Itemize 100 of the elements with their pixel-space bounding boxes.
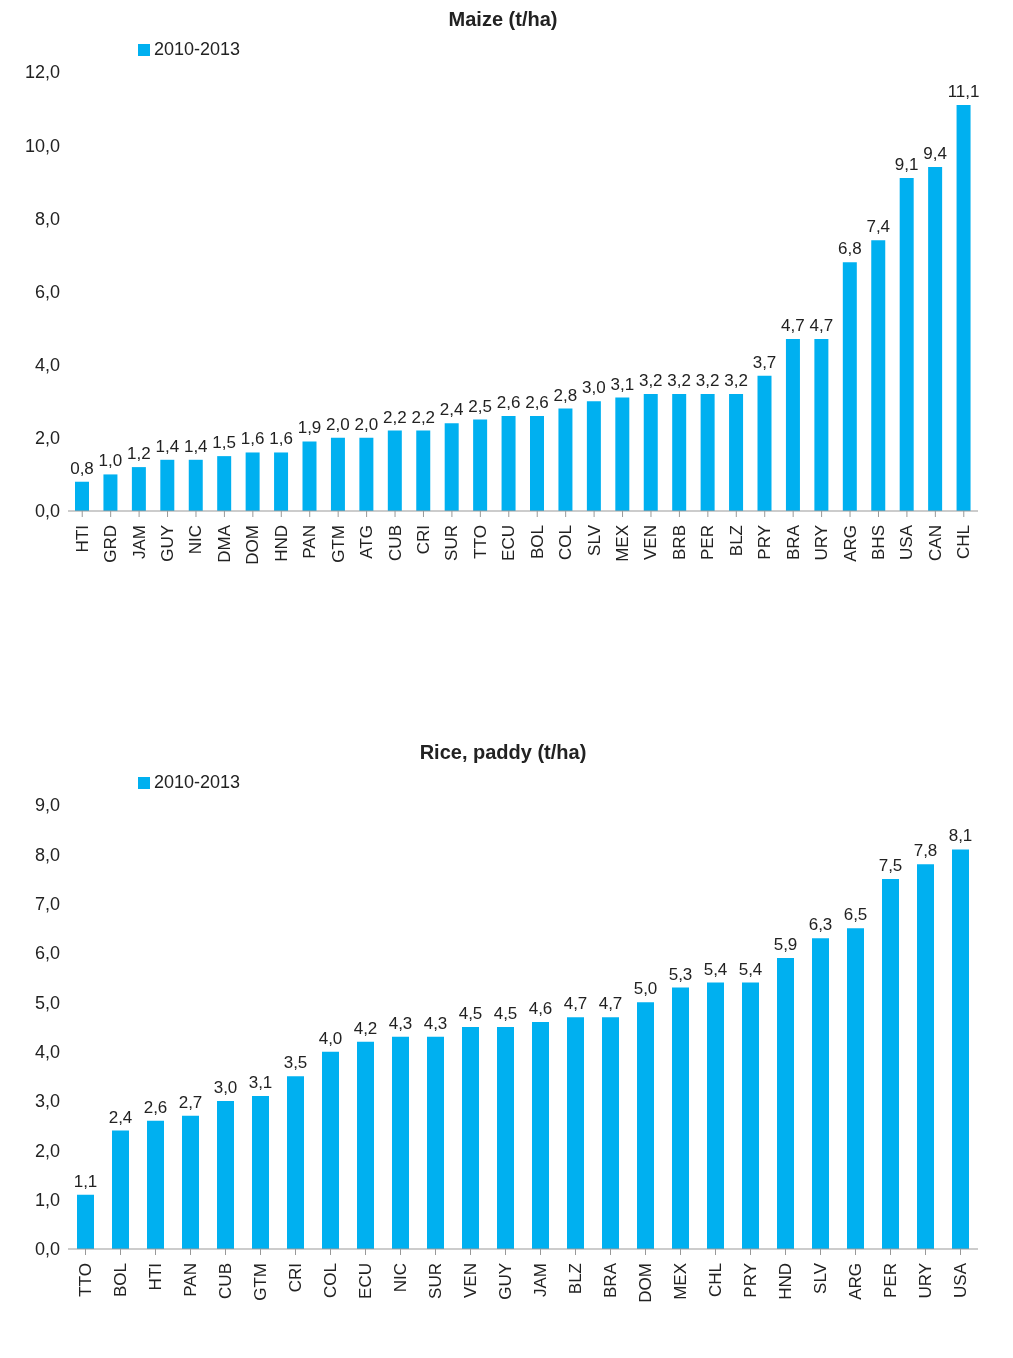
x-tick-label: JAM	[129, 525, 149, 559]
data-label: 3,2	[724, 370, 748, 390]
bar	[917, 864, 934, 1249]
bar	[558, 408, 573, 511]
x-tick-label: CHL	[954, 525, 974, 560]
bar	[302, 441, 317, 511]
bar	[416, 430, 431, 511]
x-tick-label: BRA	[601, 1262, 620, 1298]
bar	[112, 1130, 129, 1249]
bar	[532, 1022, 549, 1249]
data-label: 4,6	[528, 999, 553, 1019]
data-label: 1,4	[183, 436, 208, 456]
data-label: 6,3	[808, 915, 833, 935]
data-label: 3,1	[248, 1073, 273, 1093]
bar	[188, 459, 203, 511]
x-tick-label: SLV	[584, 524, 604, 556]
x-tick-label: VEN	[641, 525, 661, 560]
y-tick-label: 5,0	[34, 992, 60, 1013]
bar	[330, 437, 345, 511]
y-tick-label: 6,0	[34, 943, 60, 964]
data-label: 2,6	[496, 392, 521, 412]
data-label: 1,6	[240, 429, 265, 449]
x-tick-label: DMA	[214, 524, 234, 563]
y-tick-label: 4,0	[34, 355, 60, 376]
y-tick-label: 3,0	[34, 1091, 60, 1112]
bar	[252, 1096, 269, 1249]
bar	[182, 1115, 199, 1249]
x-tick-label: VEN	[461, 1263, 480, 1298]
y-tick-label: 8,0	[34, 208, 60, 229]
bar	[77, 1194, 94, 1249]
x-tick-label: BRA	[783, 524, 803, 560]
data-label: 2,5	[468, 396, 492, 416]
bar	[899, 178, 914, 511]
x-tick-label: ECU	[356, 1263, 375, 1299]
x-tick-label: CUB	[385, 525, 405, 561]
data-label: 6,5	[843, 905, 868, 925]
bar	[757, 375, 772, 511]
bar	[952, 849, 969, 1249]
bar	[103, 474, 118, 511]
bar	[359, 437, 374, 511]
data-label: 4,5	[458, 1004, 483, 1023]
x-tick-label: JAM	[531, 1263, 550, 1297]
data-label: 4,7	[598, 994, 623, 1014]
data-label: 2,8	[553, 385, 578, 405]
x-tick-label: DOM	[636, 1263, 655, 1303]
x-tick-label: COL	[321, 1263, 340, 1298]
bar	[567, 1017, 584, 1249]
bar	[602, 1017, 619, 1249]
bar	[586, 401, 601, 511]
x-tick-label: BHS	[868, 525, 888, 560]
x-tick-label: URY	[916, 1263, 935, 1299]
bar	[75, 481, 89, 511]
data-label: 5,3	[668, 964, 693, 984]
bar	[473, 419, 488, 511]
data-label: 4,5	[493, 1004, 518, 1023]
data-label: 2,0	[354, 414, 379, 434]
bar	[530, 415, 544, 511]
data-label: 2,4	[439, 400, 464, 420]
bar	[217, 456, 232, 511]
data-label: 2,4	[108, 1107, 133, 1127]
data-label: 2,0	[326, 414, 350, 434]
y-tick-label: 10,0	[24, 135, 60, 156]
x-tick-label: DOM	[243, 525, 263, 565]
y-tick-label: 7,0	[34, 894, 60, 915]
y-tick-label: 12,0	[24, 62, 60, 83]
bar	[847, 928, 864, 1249]
data-label: 4,2	[353, 1018, 378, 1038]
bar	[842, 262, 857, 511]
x-tick-label: MEX	[671, 1263, 690, 1300]
bar	[637, 1002, 654, 1249]
y-tick-label: 1,0	[34, 1190, 60, 1211]
data-label: 2,6	[143, 1097, 168, 1117]
data-label: 2,7	[178, 1092, 203, 1112]
x-tick-label: CHL	[706, 1263, 725, 1298]
data-label: 3,7	[752, 352, 777, 372]
data-label: 3,0	[582, 378, 606, 398]
x-tick-label: CRI	[413, 525, 433, 555]
bar	[160, 459, 175, 511]
x-tick-label: ATG	[357, 525, 377, 559]
data-label: 1,9	[297, 418, 322, 438]
data-label: 4,0	[318, 1028, 343, 1048]
x-tick-label: PAN	[300, 525, 320, 559]
legend-label: 2010-2013	[154, 39, 241, 59]
bar	[882, 879, 899, 1249]
x-tick-label: USA	[951, 1262, 970, 1298]
x-tick-label: USA	[897, 524, 917, 560]
bar	[742, 982, 759, 1249]
y-tick-label: 6,0	[34, 281, 60, 302]
x-tick-label: GUY	[496, 1263, 515, 1300]
x-tick-label: TTO	[470, 525, 490, 559]
bar	[956, 104, 971, 511]
bar	[700, 393, 715, 511]
chart-title: Maize (t/ha)	[447, 8, 559, 31]
x-tick-label: HND	[776, 1263, 795, 1300]
bar	[643, 393, 658, 511]
x-tick-label: BLZ	[726, 525, 746, 557]
x-tick-label: BLZ	[566, 1263, 585, 1295]
y-tick-label: 9,0	[34, 795, 60, 816]
x-tick-label: ARG	[840, 525, 860, 562]
data-label: 4,3	[423, 1013, 448, 1033]
